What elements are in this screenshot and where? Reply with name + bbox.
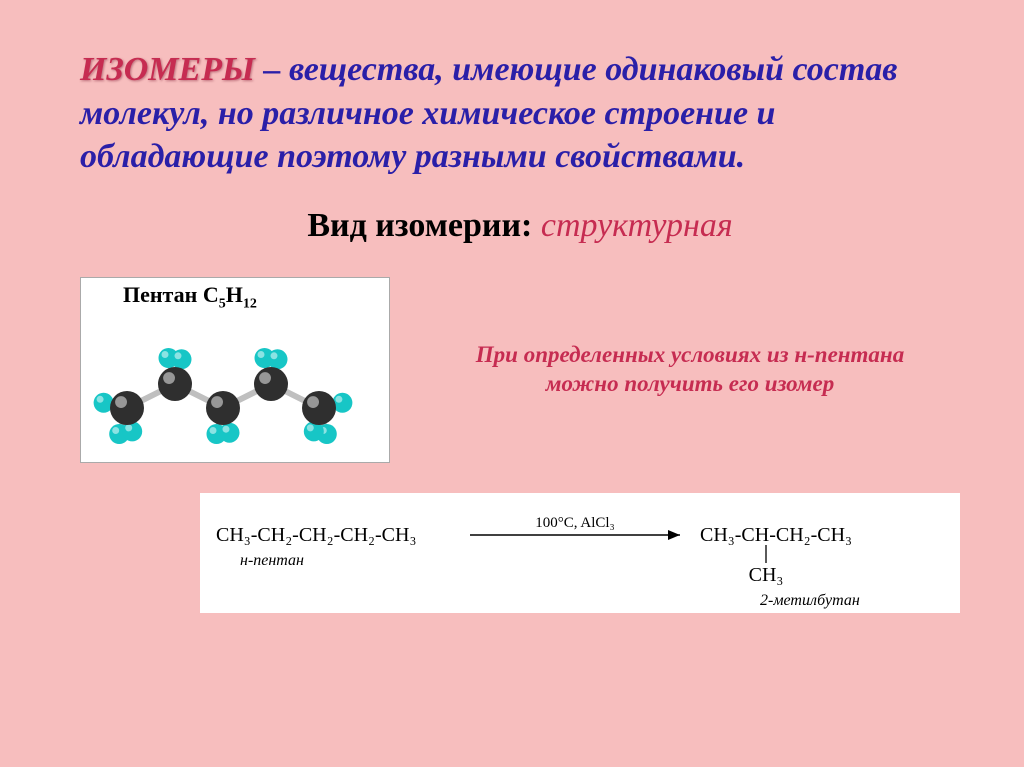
reaction-wrap: CH₃-CH₂-CH₂-CH₂-CH₃ н-пентан 100°C, AlCl₃ C…	[200, 493, 960, 618]
svg-text:CH₃: CH₃	[749, 564, 784, 586]
slide: ИЗОМЕРЫ – вещества, имеющие одинаковый с…	[0, 0, 1024, 767]
svg-text:н-пентан: н-пентан	[240, 552, 304, 569]
svg-text:CH₃-CH-CH₂-CH₃: CH₃-CH-CH₂-CH₃	[700, 524, 852, 546]
svg-text:CH₃-CH₂-CH₂-CH₂-CH₃: CH₃-CH₂-CH₂-CH₂-CH₃	[216, 524, 416, 546]
isomer-type-value: структурная	[541, 207, 733, 244]
formula-C: C	[203, 282, 219, 307]
mid-row: Пентан C5H12 При определенных условиях и…	[80, 277, 960, 463]
isomer-type-label: Вид изомерии:	[307, 207, 541, 244]
molecule-name: Пентан	[123, 282, 203, 307]
reaction-diagram: CH₃-CH₂-CH₂-CH₂-CH₃ н-пентан 100°C, AlCl₃ C…	[200, 493, 960, 613]
right-note: При определенных условиях из н-пентана м…	[420, 341, 960, 399]
svg-text:100°C, AlCl₃: 100°C, AlCl₃	[535, 515, 615, 531]
svg-text:2-метилбутан: 2-метилбутан	[760, 592, 860, 609]
isomer-type-line: Вид изомерии: структурная	[80, 207, 960, 245]
definition-paragraph: ИЗОМЕРЫ – вещества, имеющие одинаковый с…	[80, 48, 960, 179]
term: ИЗОМЕРЫ	[80, 51, 255, 88]
formula-H-sub: 12	[243, 296, 257, 311]
formula-C-sub: 5	[219, 296, 226, 311]
molecule-card: Пентан C5H12	[80, 277, 390, 463]
molecule-title: Пентан C5H12	[123, 282, 383, 312]
formula-H: H	[226, 282, 243, 307]
molecule-diagram	[87, 316, 383, 456]
